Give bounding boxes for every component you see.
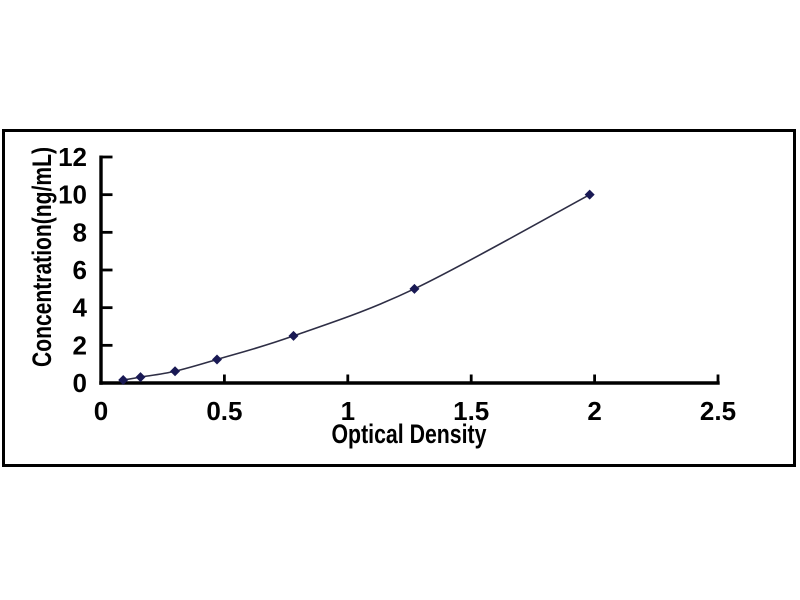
data-point-marker xyxy=(409,283,420,294)
x-axis-title: Optical Density xyxy=(332,419,487,449)
x-tick-label: 2.5 xyxy=(700,396,736,426)
x-tick-label: 1 xyxy=(341,396,355,426)
y-tick-label: 10 xyxy=(58,180,87,210)
data-point-marker xyxy=(170,366,181,377)
data-point-marker xyxy=(135,372,146,383)
y-tick-label: 4 xyxy=(73,293,88,323)
data-point-marker xyxy=(584,189,595,200)
x-tick-label: 1.5 xyxy=(453,396,489,426)
y-tick-label: 6 xyxy=(73,255,87,285)
y-tick-label: 0 xyxy=(73,368,87,398)
x-tick-label: 0.5 xyxy=(206,396,242,426)
data-point-marker xyxy=(118,375,129,386)
data-point-marker xyxy=(288,330,299,341)
x-tick-label: 2 xyxy=(587,396,601,426)
y-axis-title: Concentration(ng/mL) xyxy=(27,147,57,367)
data-point-marker xyxy=(211,354,222,365)
x-tick-label: 0 xyxy=(94,396,108,426)
chart-frame xyxy=(2,129,796,467)
y-tick-label: 2 xyxy=(73,330,87,360)
y-tick-label: 8 xyxy=(73,217,87,247)
plot-area: 0 0.5 1 1.5 2 2.5 0 2 4 6 8 10 12 xyxy=(58,142,736,426)
y-tick-label: 12 xyxy=(58,142,87,172)
